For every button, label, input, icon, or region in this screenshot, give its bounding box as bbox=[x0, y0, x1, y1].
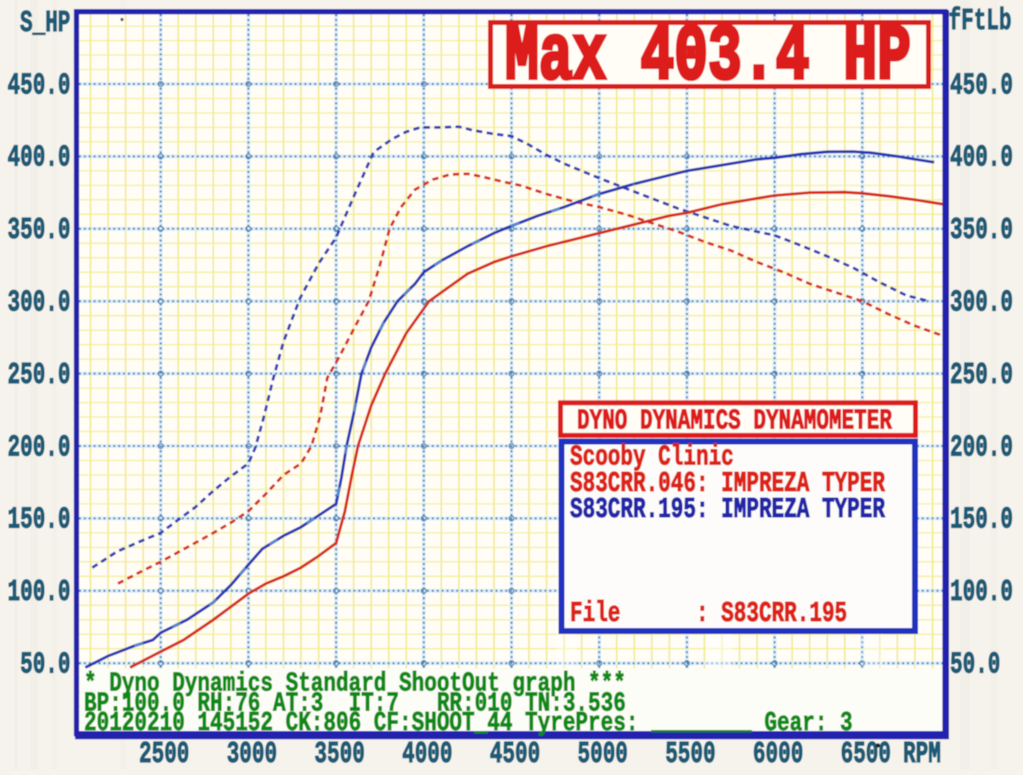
svg-text:400.0: 400.0 bbox=[8, 140, 71, 175]
svg-text:200.0: 200.0 bbox=[8, 430, 71, 465]
svg-text:4500: 4500 bbox=[490, 736, 540, 770]
svg-text:250.0: 250.0 bbox=[8, 357, 71, 392]
svg-text:400.0: 400.0 bbox=[950, 140, 1013, 175]
svg-text:300.0: 300.0 bbox=[8, 285, 71, 320]
svg-text:250.0: 250.0 bbox=[950, 357, 1013, 392]
svg-text:50.0: 50.0 bbox=[950, 647, 1000, 682]
svg-text:S83CRR.195: IMPREZA TYPER: S83CRR.195: IMPREZA TYPER bbox=[570, 493, 886, 526]
svg-text:50.0: 50.0 bbox=[20, 647, 70, 682]
svg-text:DYNO DYNAMICS DYNAMOMETER: DYNO DYNAMICS DYNAMOMETER bbox=[577, 404, 893, 437]
svg-text:4000: 4000 bbox=[402, 736, 452, 770]
svg-text:100.0: 100.0 bbox=[8, 574, 71, 609]
svg-text:6000: 6000 bbox=[753, 736, 803, 770]
svg-text:150.0: 150.0 bbox=[950, 502, 1013, 537]
svg-text:5000: 5000 bbox=[578, 736, 628, 770]
svg-text:350.0: 350.0 bbox=[8, 212, 71, 247]
svg-text:100.0: 100.0 bbox=[950, 574, 1013, 609]
svg-text:450.0: 450.0 bbox=[950, 68, 1013, 103]
svg-text:Scooby Clinic: Scooby Clinic bbox=[570, 440, 734, 473]
svg-text:S83CRR.046: IMPREZA TYPER: S83CRR.046: IMPREZA TYPER bbox=[570, 467, 886, 500]
svg-text:fFtLb: fFtLb bbox=[949, 3, 1012, 38]
svg-text:20120210 145152 CK:806 CF:SHOO: 20120210 145152 CK:806 CF:SHOOT_44 TyreP… bbox=[84, 709, 853, 739]
svg-text:2500: 2500 bbox=[139, 736, 189, 770]
svg-text:S_HP: S_HP bbox=[20, 5, 70, 40]
svg-text:File : S83CRR.195: File : S83CRR.195 bbox=[570, 597, 847, 630]
svg-text:150.0: 150.0 bbox=[8, 502, 71, 537]
svg-text:RPM: RPM bbox=[903, 736, 941, 770]
svg-text:350.0: 350.0 bbox=[950, 212, 1013, 247]
svg-text:5500: 5500 bbox=[665, 736, 715, 770]
svg-text:* Dyno Dynamics Standard Shoot: * Dyno Dynamics Standard ShootOut graph … bbox=[84, 669, 626, 699]
svg-text:450.0: 450.0 bbox=[8, 68, 71, 103]
svg-text:Max 403.4 HP: Max 403.4 HP bbox=[505, 12, 911, 102]
svg-text:3000: 3000 bbox=[227, 736, 277, 770]
svg-text:300.0: 300.0 bbox=[950, 285, 1013, 320]
svg-text:6500: 6500 bbox=[841, 736, 891, 770]
svg-text:BP:100.0 RH:76 AT:3 IT:7 RR: BP:100.0 RH:76 AT:3 IT:7 RR:010 TN:3.536 bbox=[84, 689, 626, 719]
svg-text:3500: 3500 bbox=[314, 736, 364, 770]
svg-text:200.0: 200.0 bbox=[950, 430, 1013, 465]
